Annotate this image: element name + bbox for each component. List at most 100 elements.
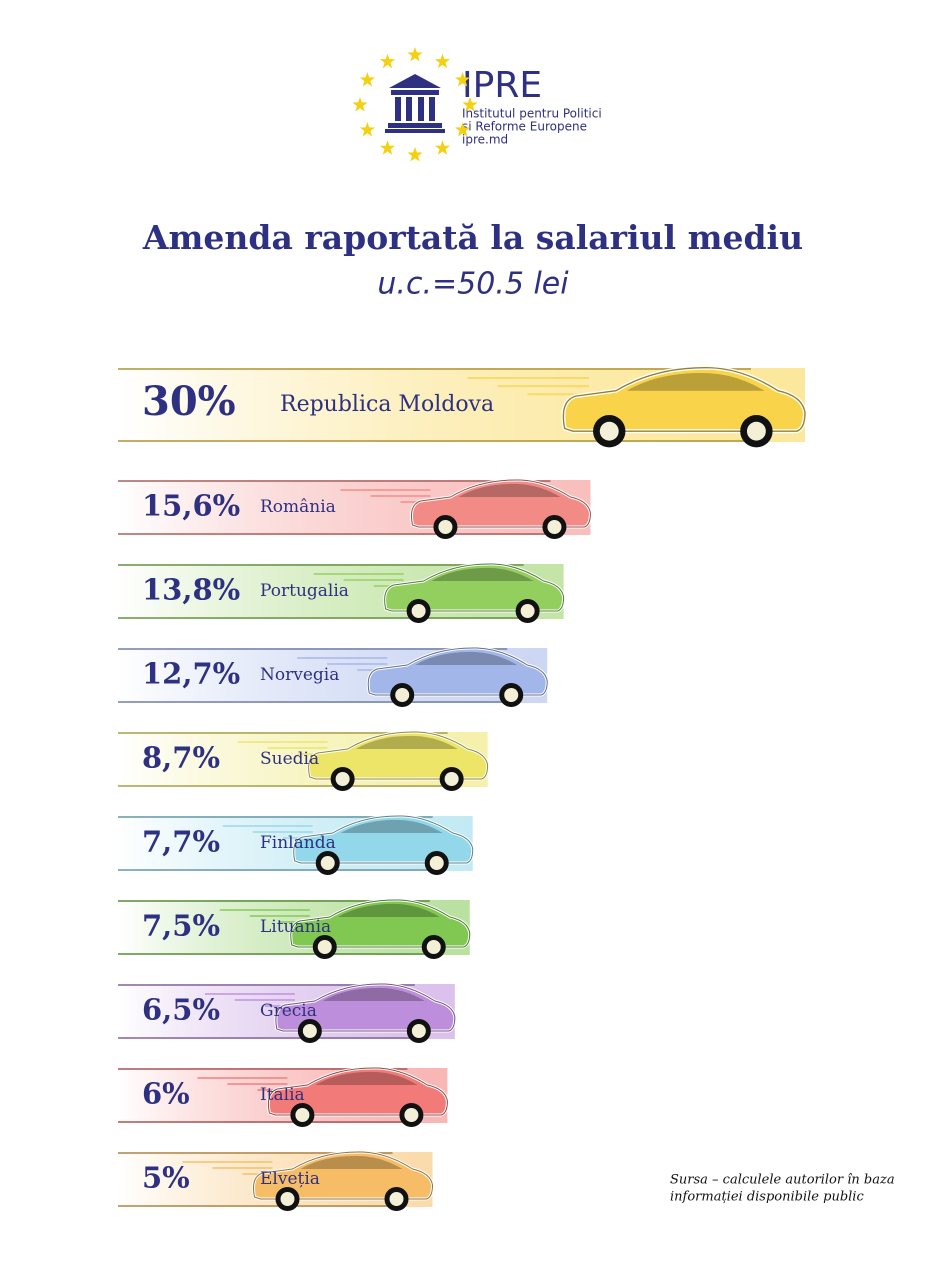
value-label: 7,5% <box>142 909 220 943</box>
value-label: 13,8% <box>142 573 240 607</box>
value-label: 15,6% <box>142 489 240 523</box>
source-note: informației disponibile public <box>670 1190 864 1205</box>
car-hub <box>599 421 619 441</box>
source-note: Sursa – calculele autorilor în baza <box>670 1173 895 1188</box>
logo-beam <box>391 90 439 95</box>
car-hub <box>504 688 519 702</box>
car-window <box>315 1071 418 1085</box>
category-label: Norvegia <box>260 665 339 685</box>
car <box>292 814 475 875</box>
logo-star <box>455 122 471 137</box>
car-outline <box>253 1151 434 1200</box>
car-hub <box>317 940 332 954</box>
car-hub <box>404 1108 419 1122</box>
car-hub <box>295 1108 310 1122</box>
logo-star <box>462 97 478 112</box>
car-outline <box>308 731 489 780</box>
logo-star <box>455 72 471 87</box>
car <box>383 562 566 623</box>
car-hub <box>411 1024 426 1038</box>
car-outline <box>275 983 456 1032</box>
car-window <box>626 373 765 391</box>
value-label: 6% <box>142 1077 190 1111</box>
value-label: 8,7% <box>142 741 220 775</box>
logo-base <box>388 123 442 128</box>
logo-base <box>385 129 445 133</box>
car <box>274 982 457 1043</box>
category-label: Suedia <box>260 749 319 769</box>
car-hub <box>320 856 335 870</box>
car-hub <box>335 772 350 786</box>
car-hub <box>389 1192 404 1206</box>
category-label: Lituania <box>260 917 331 937</box>
car-outline <box>267 1067 448 1116</box>
logo-column <box>406 97 412 121</box>
car-window <box>431 567 534 581</box>
car-hub <box>302 1024 317 1038</box>
org-name: și Reforme Europene <box>462 120 587 134</box>
car-outline <box>367 647 548 696</box>
category-label: România <box>260 497 336 517</box>
car-outline <box>562 367 806 432</box>
car-hub <box>520 604 535 618</box>
logo-column <box>395 97 401 121</box>
car-window <box>337 903 440 917</box>
car <box>289 898 472 959</box>
logo-star <box>359 122 375 137</box>
car-window <box>355 735 458 749</box>
value-label: 12,7% <box>142 657 240 691</box>
logo-star <box>352 97 368 112</box>
category-label: Italia <box>260 1085 305 1105</box>
car-hub <box>438 520 453 534</box>
logo-star <box>379 53 396 69</box>
car-window <box>340 819 443 833</box>
car <box>307 730 490 791</box>
car <box>266 1066 449 1127</box>
value-label: 5% <box>142 1161 190 1195</box>
car-hub <box>429 856 444 870</box>
car <box>366 646 549 707</box>
car-hub <box>280 1192 295 1206</box>
car-outline <box>384 563 565 612</box>
value-label: 7,7% <box>142 825 220 859</box>
chart-subtitle: u.c.=50.5 lei <box>377 267 569 302</box>
car-outline <box>290 899 471 948</box>
category-label: Finlanda <box>260 833 336 853</box>
logo-star <box>434 140 451 155</box>
logo-column <box>429 97 435 121</box>
logo-column <box>418 97 424 121</box>
car <box>409 478 592 539</box>
car-hub <box>411 604 426 618</box>
car-window <box>322 987 425 1001</box>
category-label: Republica Moldova <box>280 392 494 417</box>
car-window <box>300 1155 403 1169</box>
car <box>252 1150 435 1211</box>
logo: IPRE Institutul pentru Politici și Refor… <box>385 65 602 147</box>
car <box>561 365 808 448</box>
category-label: Elveția <box>260 1169 320 1189</box>
car-hub <box>395 688 410 702</box>
car-window <box>415 651 518 665</box>
value-label: 6,5% <box>142 993 220 1027</box>
value-label: 30% <box>142 378 236 425</box>
org-url: ipre.md <box>462 133 508 147</box>
org-name: Institutul pentru Politici <box>462 107 602 121</box>
logo-star <box>407 47 423 62</box>
car-hub <box>426 940 441 954</box>
logo-star <box>434 53 451 69</box>
logo-star <box>379 140 396 155</box>
category-label: Grecia <box>260 1001 317 1021</box>
logo-star <box>359 72 375 87</box>
category-label: Portugalia <box>260 581 349 601</box>
logo-star <box>407 147 423 162</box>
chart-title: Amenda raportată la salariul mediu <box>142 218 803 257</box>
car-hub <box>746 421 766 441</box>
car-hub <box>444 772 459 786</box>
car-window <box>458 483 561 497</box>
car-hub <box>547 520 562 534</box>
logo-text: IPRE <box>462 65 542 106</box>
car-outline <box>410 479 591 528</box>
car-outline <box>293 815 474 864</box>
